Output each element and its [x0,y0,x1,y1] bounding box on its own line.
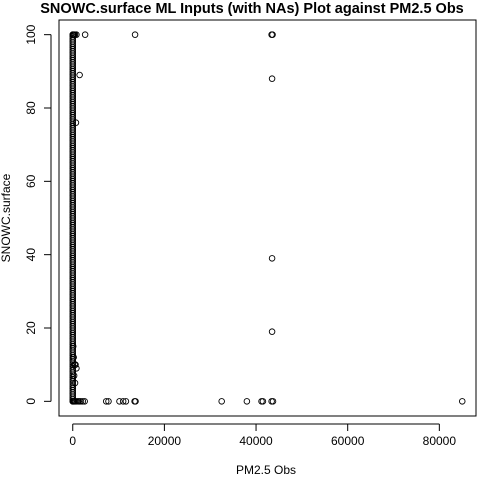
data-point [268,255,276,262]
data-point [105,398,112,405]
x-axis: 0 20000 40000 60000 80000 [69,423,457,448]
y-tick-label: 60 [24,174,38,188]
chart-title: SNOWC.surface ML Inputs (with NAs) Plot … [40,1,464,17]
y-axis-label: SNOWC.surface [0,173,13,262]
data-point [102,398,110,405]
data-point [269,31,276,38]
data-point [259,398,267,405]
data-point [69,33,76,40]
data-point [76,71,83,79]
data-point [81,398,88,405]
data-point [69,31,76,38]
x-tick-label: 0 [69,434,76,448]
data-point [269,398,277,405]
data-point [243,398,251,405]
data-point [69,35,76,42]
data-point [268,328,276,335]
data-point [132,398,139,405]
x-tick-label: 20000 [148,434,182,448]
data-point [81,31,89,38]
y-tick-label: 40 [24,248,38,262]
data-point [73,365,80,372]
data-point [77,398,85,405]
data-point [79,398,87,405]
y-tick-label: 100 [24,24,38,44]
plot-frame [58,19,477,417]
x-tick-label: 80000 [423,434,457,448]
data-point [72,119,80,126]
x-axis-label: PM2.5 Obs [236,463,296,477]
y-axis: 0 20 40 60 80 100 [24,24,52,405]
data-point [459,398,466,405]
x-tick-label: 60000 [331,434,365,448]
data-point [268,75,276,82]
data-points [69,31,466,405]
data-point [131,31,139,38]
data-point [218,398,225,405]
data-point [122,398,130,405]
x-tick-label: 40000 [239,434,273,448]
data-point [73,31,80,38]
y-tick-label: 0 [24,398,38,405]
y-tick-label: 20 [24,321,38,335]
data-point [119,398,127,405]
y-tick-label: 80 [24,101,38,115]
data-point [116,398,123,405]
